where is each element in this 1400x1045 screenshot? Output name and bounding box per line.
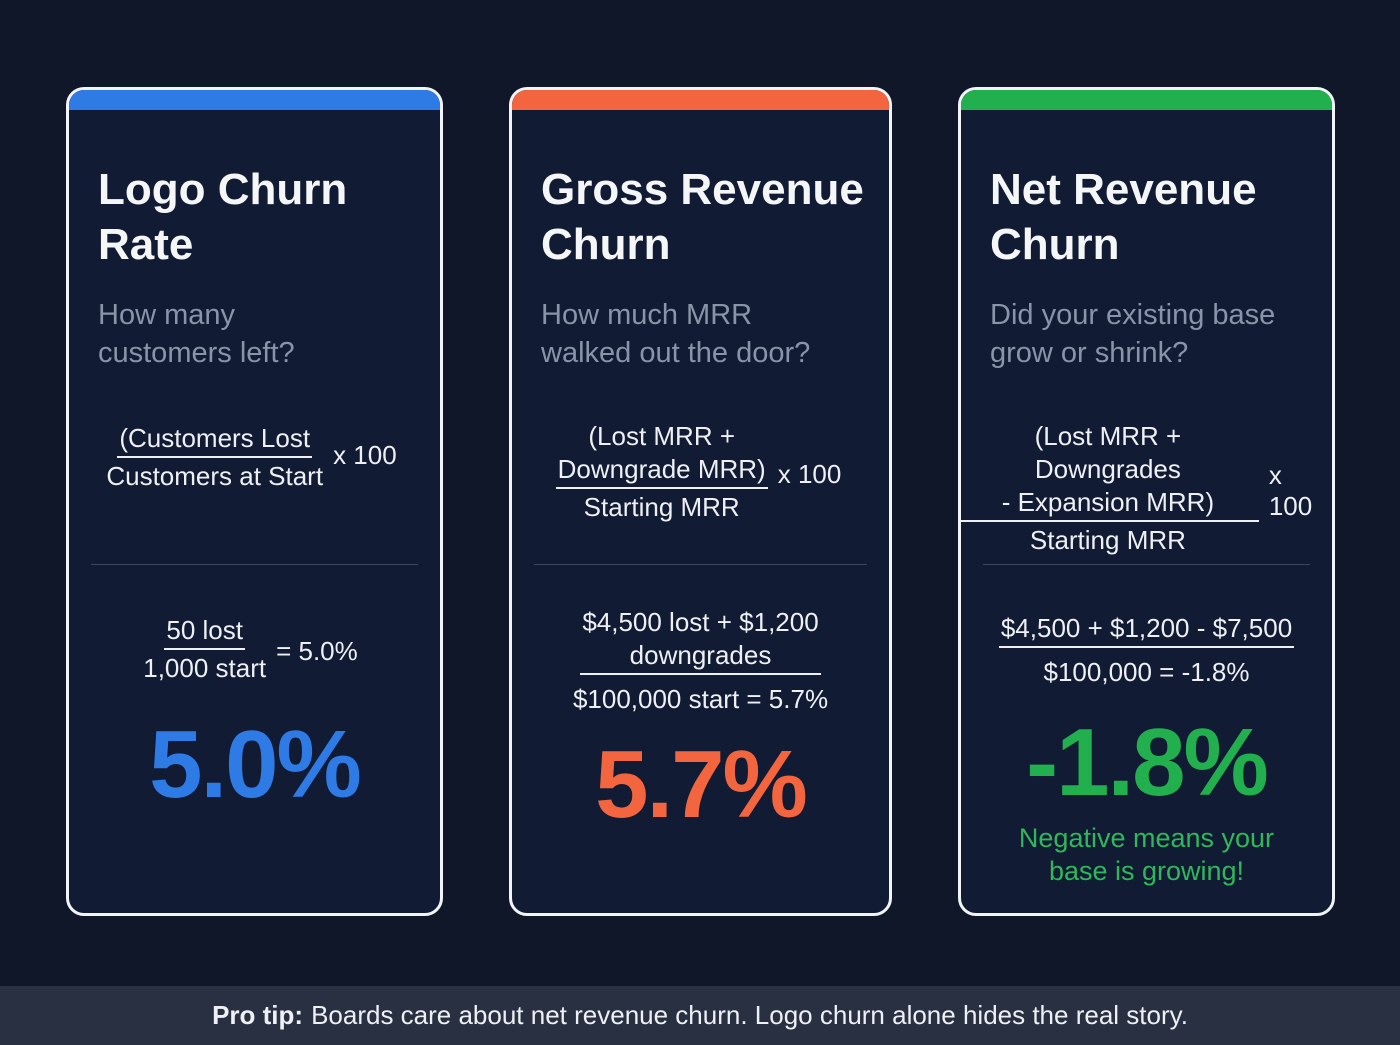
formula: (Lost MRR + Downgrade MRR) Starting MRR x … <box>512 420 889 524</box>
example-calculation: $4,500 + $1,200 - $7,500 $100,000 = -1.8% <box>961 612 1332 689</box>
example-numerator: $4,500 + $1,200 - $7,500 <box>998 612 1295 648</box>
title-line: Logo Churn <box>98 165 348 214</box>
example-calculation: $4,500 lost + $1,200 downgrades $100,000 s… <box>512 606 889 716</box>
card-title: Gross Revenue Churn <box>541 162 864 272</box>
note-line: base is growing! <box>1048 856 1245 886</box>
divider <box>91 564 418 565</box>
title-line: Churn <box>990 220 1120 269</box>
divider <box>534 564 867 565</box>
divider <box>983 564 1310 565</box>
numerator-line: Downgrade MRR) <box>557 454 766 484</box>
net-revenue-churn-card: Net Revenue Churn Did your existing base g… <box>958 87 1335 916</box>
example-calculation: 50 lost 1,000 start = 5.0% <box>69 614 440 685</box>
title-line: Gross Revenue <box>541 165 864 214</box>
example-numerator: $4,500 lost + $1,200 downgrades <box>580 606 821 675</box>
formula-numerator: (Lost MRR + Downgrades - Expansion MRR) <box>961 420 1259 522</box>
title-line: Churn <box>541 220 671 269</box>
example-numerator: 50 lost <box>164 614 245 650</box>
card-title: Net Revenue Churn <box>990 162 1257 272</box>
note-line: Negative means your <box>1018 823 1275 853</box>
formula-numerator: (Customers Lost <box>117 422 313 458</box>
pro-tip-label: Pro tip: <box>212 1000 304 1030</box>
subtitle-line: customers left? <box>98 337 295 369</box>
accent-bar <box>961 90 1332 110</box>
numerator-line: (Lost MRR + <box>588 421 736 451</box>
formula-numerator: (Lost MRR + Downgrade MRR) <box>555 420 768 489</box>
formula-multiplier: x 100 <box>333 440 397 470</box>
subtitle-line: How many <box>98 299 235 331</box>
example-result: = 5.0% <box>276 636 358 666</box>
formula-multiplier: x 100 <box>1268 459 1313 521</box>
formula: (Customers Lost Customers at Start x 100 <box>69 422 440 493</box>
accent-bar <box>512 90 889 110</box>
churn-value: 5.0% <box>149 711 362 818</box>
logo-churn-card: Logo Churn Rate How many customers left? (… <box>66 87 443 916</box>
formula-denominator: Starting MRR <box>583 492 740 522</box>
gross-revenue-churn-card: Gross Revenue Churn How much MRR walked ou… <box>509 87 892 916</box>
accent-bar <box>69 90 440 110</box>
numerator-line: $4,500 lost + $1,200 <box>582 607 819 637</box>
subtitle-line: walked out the door? <box>541 337 811 369</box>
numerator-line: (Lost MRR + Downgrades <box>1034 421 1182 484</box>
example-denominator: 1,000 start <box>143 653 267 683</box>
formula-multiplier: x 100 <box>777 458 842 489</box>
title-line: Net Revenue <box>990 165 1257 214</box>
title-line: Rate <box>98 220 194 269</box>
card-subtitle: How much MRR walked out the door? <box>541 296 810 372</box>
formula: (Lost MRR + Downgrades - Expansion MRR) St… <box>961 420 1332 557</box>
subtitle-line: Did your existing base <box>990 299 1276 331</box>
pro-tip-footer: Pro tip: Boards care about net revenue c… <box>0 986 1400 1045</box>
numerator-line: downgrades <box>629 640 772 670</box>
card-subtitle: Did your existing base grow or shrink? <box>990 296 1275 372</box>
example-denominator: $100,000 start = 5.7% <box>572 684 829 714</box>
numerator-line: - Expansion MRR) <box>1001 487 1215 517</box>
card-subtitle: How many customers left? <box>98 296 295 372</box>
card-title: Logo Churn Rate <box>98 162 347 272</box>
subtitle-line: grow or shrink? <box>990 337 1189 369</box>
formula-denominator: Starting MRR <box>1029 525 1186 555</box>
subtitle-line: How much MRR <box>541 299 753 331</box>
churn-value: -1.8% <box>1026 709 1269 816</box>
formula-denominator: Customers at Start <box>106 461 324 491</box>
example-denominator: $100,000 = -1.8% <box>1043 657 1250 687</box>
pro-tip-text: Boards care about net revenue churn. Log… <box>311 1000 1188 1030</box>
churn-note: Negative means your base is growing! <box>961 822 1332 888</box>
churn-value: 5.7% <box>595 731 808 838</box>
